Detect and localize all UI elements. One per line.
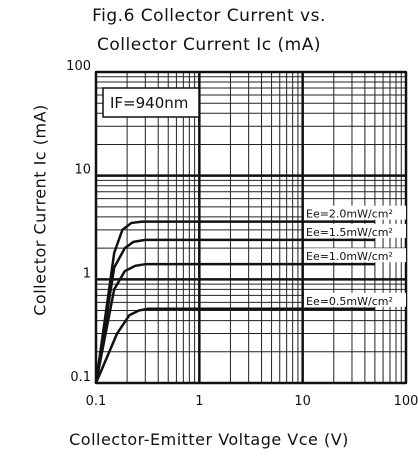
- series-label-bg: [304, 292, 406, 307]
- y-tick-label: 10: [74, 163, 91, 178]
- series-label-bg: [304, 248, 406, 263]
- chart-title: Fig.6 Collector Current vs.: [92, 6, 326, 26]
- x-tick-label: 0.1: [86, 394, 107, 409]
- series-label: Ee=2.0mW/cm²: [306, 208, 393, 221]
- x-tick-label: 1: [195, 394, 203, 409]
- series-label: Ee=1.0mW/cm²: [306, 250, 393, 263]
- annotation-label: IF=940nm: [110, 94, 188, 112]
- y-tick-label: 0.1: [70, 370, 91, 385]
- series-label-bg: [304, 223, 406, 238]
- x-tick-label: 100: [394, 394, 418, 409]
- series-label-bg: [304, 205, 406, 220]
- series-line: [94, 262, 375, 384]
- series-line: [94, 238, 375, 384]
- series-line: [94, 220, 375, 384]
- annotation-box: [102, 87, 200, 118]
- x-tick-label: 10: [294, 394, 311, 409]
- y-tick-label: 100: [66, 59, 91, 74]
- series-label: Ee=1.5mW/cm²: [306, 226, 393, 239]
- series-line: [94, 307, 375, 384]
- y-tick-label: 1: [83, 266, 91, 281]
- x-axis-label: Collector-Emitter Voltage Vce (V): [69, 430, 349, 449]
- series-label: Ee=0.5mW/cm²: [306, 295, 393, 308]
- chart-subtitle: Collector Current Ic (mA): [97, 35, 321, 55]
